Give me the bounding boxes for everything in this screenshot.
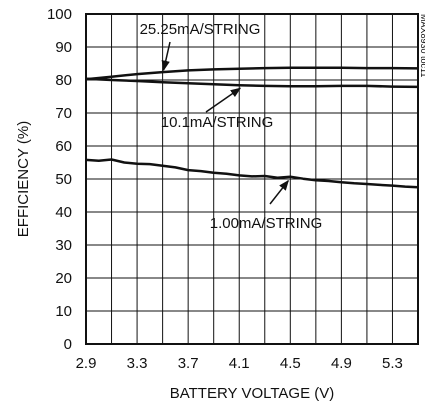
annotations: 25.25mA/STRING 10.1mA/STRING 1.00mA/STRING xyxy=(140,21,323,232)
y-tick-label: 90 xyxy=(55,39,72,56)
annotation-arrow xyxy=(161,41,171,72)
y-tick-label: 0 xyxy=(64,336,72,353)
y-tick-label: 10 xyxy=(55,303,72,320)
series-line-2 xyxy=(85,158,419,189)
grid xyxy=(86,14,418,344)
series-line-1 xyxy=(85,77,419,89)
x-tick-label: 4.9 xyxy=(331,355,352,372)
y-tick-label: 100 xyxy=(47,6,72,23)
annotation-arrow xyxy=(269,179,289,205)
annotation-label: 1.00mA/STRING xyxy=(210,215,323,232)
series-line-0 xyxy=(85,66,419,81)
x-tick-label: 2.9 xyxy=(76,355,97,372)
x-tick-label: 5.3 xyxy=(382,355,403,372)
plot-frame xyxy=(85,13,419,345)
y-tick-label: 40 xyxy=(55,204,72,221)
annotation-label: 10.1mA/STRING xyxy=(161,114,274,131)
x-tick-label: 3.7 xyxy=(178,355,199,372)
x-tick-label: 3.3 xyxy=(127,355,148,372)
series-group xyxy=(85,66,419,189)
y-tick-label: 30 xyxy=(55,237,72,254)
x-tick-label: 4.1 xyxy=(229,355,250,372)
y-tick-labels: 0 10 20 30 40 50 60 70 80 90 100 xyxy=(47,6,72,353)
figure-id: MAX8930 toc11 xyxy=(419,14,425,77)
x-tick-label: 4.5 xyxy=(280,355,301,372)
y-tick-label: 80 xyxy=(55,72,72,89)
annotation-label: 25.25mA/STRING xyxy=(140,21,261,38)
y-tick-label: 20 xyxy=(55,270,72,287)
y-tick-label: 50 xyxy=(55,171,72,188)
y-axis-label: EFFICIENCY (%) xyxy=(15,121,32,237)
x-axis-label: BATTERY VOLTAGE (V) xyxy=(170,385,334,402)
x-tick-labels: 2.9 3.3 3.7 4.1 4.5 4.9 5.3 xyxy=(76,355,403,372)
annotation-arrow xyxy=(205,87,242,113)
y-tick-label: 60 xyxy=(55,138,72,155)
y-tick-label: 70 xyxy=(55,105,72,122)
